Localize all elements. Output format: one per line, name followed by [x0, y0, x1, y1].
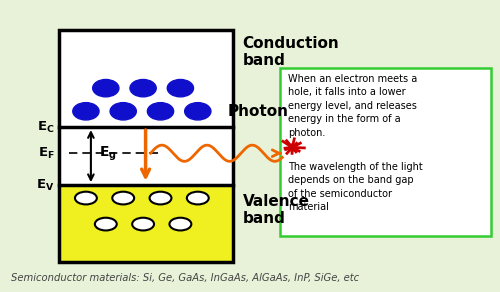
- Text: $\mathbf{E_V}$: $\mathbf{E_V}$: [36, 178, 54, 193]
- Ellipse shape: [92, 79, 119, 97]
- Text: $\mathbf{E_g}$: $\mathbf{E_g}$: [100, 145, 117, 163]
- Ellipse shape: [184, 102, 211, 120]
- Circle shape: [132, 218, 154, 230]
- Text: When an electron meets a
hole, it falls into a lower
energy level, and releases
: When an electron meets a hole, it falls …: [288, 74, 418, 138]
- Ellipse shape: [110, 102, 136, 120]
- Ellipse shape: [130, 79, 156, 97]
- Circle shape: [187, 192, 208, 204]
- Circle shape: [170, 218, 192, 230]
- Ellipse shape: [73, 102, 99, 120]
- Text: Conduction
band: Conduction band: [242, 36, 340, 69]
- Text: Semiconductor materials: Si, Ge, GaAs, InGaAs, AlGaAs, InP, SiGe, etc: Semiconductor materials: Si, Ge, GaAs, I…: [12, 273, 360, 283]
- Text: $\mathbf{E_C}$: $\mathbf{E_C}$: [37, 120, 54, 135]
- FancyBboxPatch shape: [280, 68, 491, 236]
- Text: Photon: Photon: [228, 104, 288, 119]
- Circle shape: [95, 218, 116, 230]
- Bar: [58, 185, 233, 262]
- Text: $\mathbf{E_F}$: $\mathbf{E_F}$: [38, 146, 54, 161]
- Circle shape: [75, 192, 97, 204]
- Ellipse shape: [148, 102, 174, 120]
- Circle shape: [112, 192, 134, 204]
- Bar: [58, 30, 233, 185]
- Bar: [58, 30, 233, 262]
- Circle shape: [150, 192, 172, 204]
- Text: Valence
band: Valence band: [242, 194, 310, 226]
- Text: The wavelength of the light
depends on the band gap
of the semiconductor
materia: The wavelength of the light depends on t…: [288, 162, 423, 213]
- Ellipse shape: [168, 79, 194, 97]
